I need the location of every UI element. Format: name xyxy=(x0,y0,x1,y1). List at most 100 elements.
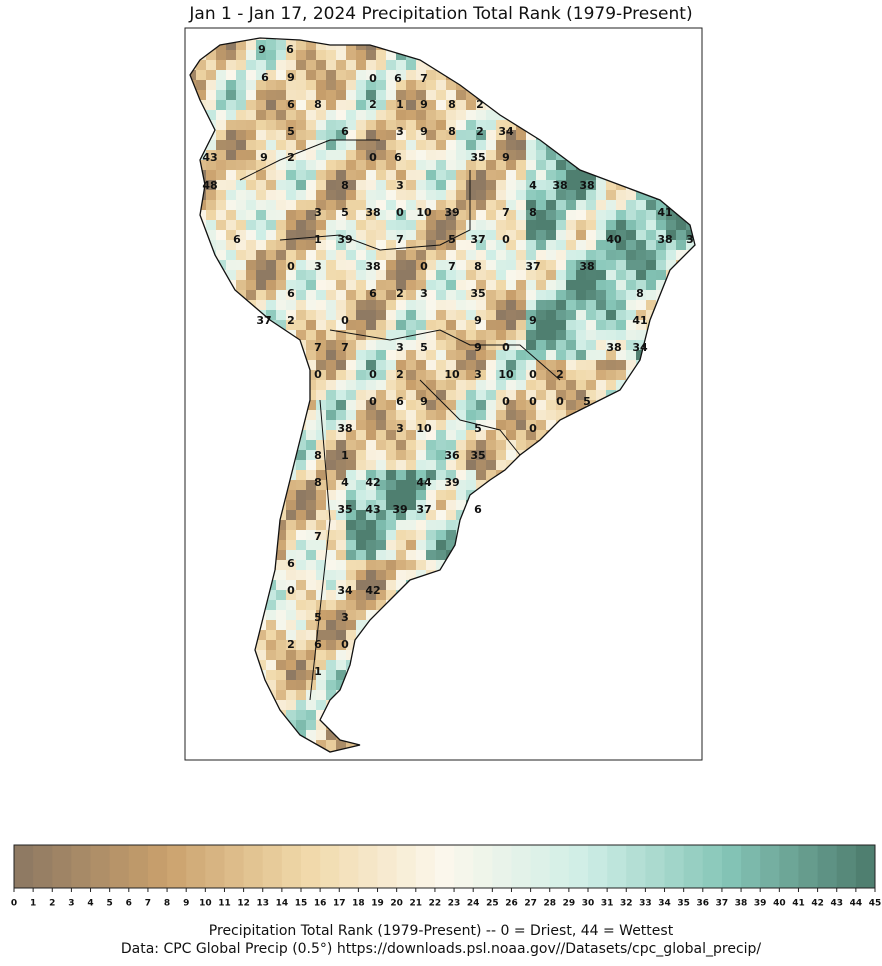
grid-cell xyxy=(406,470,416,480)
colorbar-tick-label: 4 xyxy=(87,899,93,909)
rank-label: 1 xyxy=(396,98,404,111)
grid-cell xyxy=(566,210,576,220)
grid-cell xyxy=(296,520,306,530)
grid-cell xyxy=(326,490,336,500)
rank-label: 0 xyxy=(556,395,564,408)
grid-cell xyxy=(376,200,386,210)
grid-cell xyxy=(596,180,606,190)
grid-cell xyxy=(676,250,686,260)
grid-cell xyxy=(356,250,366,260)
grid-cell xyxy=(336,60,346,70)
grid-cell xyxy=(306,320,316,330)
grid-cell xyxy=(346,360,356,370)
grid-cell xyxy=(236,170,246,180)
grid-cell xyxy=(576,390,586,400)
grid-cell xyxy=(626,220,636,230)
grid-cell xyxy=(396,270,406,280)
grid-cell xyxy=(316,190,326,200)
grid-cell xyxy=(336,90,346,100)
grid-cell xyxy=(336,320,346,330)
grid-cell xyxy=(426,550,436,560)
grid-cell xyxy=(606,300,616,310)
grid-cell xyxy=(306,440,316,450)
grid-cell xyxy=(376,100,386,110)
colorbar-tick-label: 33 xyxy=(639,899,652,909)
grid-cell xyxy=(426,410,436,420)
grid-cell xyxy=(396,120,406,130)
grid-cell xyxy=(266,250,276,260)
rank-label: 2 xyxy=(396,287,404,300)
grid-cell xyxy=(376,50,386,60)
grid-cell xyxy=(296,240,306,250)
grid-cell xyxy=(446,260,456,270)
grid-cell xyxy=(326,180,336,190)
grid-cell xyxy=(406,90,416,100)
grid-cell xyxy=(246,260,256,270)
grid-cell xyxy=(456,300,466,310)
grid-cell xyxy=(656,220,666,230)
grid-cell xyxy=(306,420,316,430)
colorbar-tick-label: 29 xyxy=(563,899,576,909)
grid-cell xyxy=(356,270,366,280)
rank-label: 9 xyxy=(260,151,268,164)
grid-cell xyxy=(556,220,566,230)
grid-cell xyxy=(276,190,286,200)
grid-cell xyxy=(346,310,356,320)
grid-cell xyxy=(336,140,346,150)
grid-cell xyxy=(526,190,536,200)
grid-cell xyxy=(266,300,276,310)
grid-cell xyxy=(296,310,306,320)
colorbar-tick-label: 27 xyxy=(524,899,537,909)
colorbar-swatch xyxy=(588,845,608,888)
grid-cell xyxy=(396,70,406,80)
colorbar-tick-label: 18 xyxy=(352,899,365,909)
grid-cell xyxy=(426,340,436,350)
colorbar-swatch xyxy=(339,845,359,888)
grid-cell xyxy=(556,290,566,300)
grid-cell xyxy=(256,150,266,160)
rank-label: 38 xyxy=(579,179,594,192)
grid-cell xyxy=(626,250,636,260)
grid-cell xyxy=(286,560,296,570)
grid-cell xyxy=(256,120,266,130)
grid-cell xyxy=(346,280,356,290)
grid-cell xyxy=(386,250,396,260)
grid-cell xyxy=(536,320,546,330)
grid-cell xyxy=(336,660,346,670)
grid-cell xyxy=(396,390,406,400)
grid-cell xyxy=(336,570,346,580)
grid-cell xyxy=(306,670,316,680)
grid-cell xyxy=(356,60,366,70)
grid-cell xyxy=(356,530,366,540)
grid-cell xyxy=(536,250,546,260)
rank-label: 0 xyxy=(287,584,295,597)
grid-cell xyxy=(396,540,406,550)
grid-cell xyxy=(246,280,256,290)
grid-cell xyxy=(406,410,416,420)
grid-cell xyxy=(526,400,536,410)
grid-cell xyxy=(476,200,486,210)
grid-cell xyxy=(336,190,346,200)
grid-cell xyxy=(336,210,346,220)
grid-cell xyxy=(306,360,316,370)
grid-cell xyxy=(326,680,336,690)
rank-label: 3 xyxy=(686,233,694,246)
grid-cell xyxy=(376,570,386,580)
grid-cell xyxy=(376,60,386,70)
grid-cell xyxy=(316,260,326,270)
colorbar-swatch xyxy=(167,845,187,888)
grid-cell xyxy=(336,590,346,600)
grid-cell xyxy=(296,270,306,280)
grid-cell xyxy=(526,430,536,440)
grid-cell xyxy=(466,360,476,370)
grid-cell xyxy=(466,350,476,360)
grid-cell xyxy=(416,160,426,170)
grid-cell xyxy=(436,380,446,390)
grid-cell xyxy=(466,420,476,430)
grid-cell xyxy=(436,140,446,150)
grid-cell xyxy=(356,510,366,520)
grid-cell xyxy=(416,180,426,190)
grid-cell xyxy=(286,670,296,680)
rank-label: 34 xyxy=(498,125,514,138)
colorbar-swatch xyxy=(281,845,302,888)
